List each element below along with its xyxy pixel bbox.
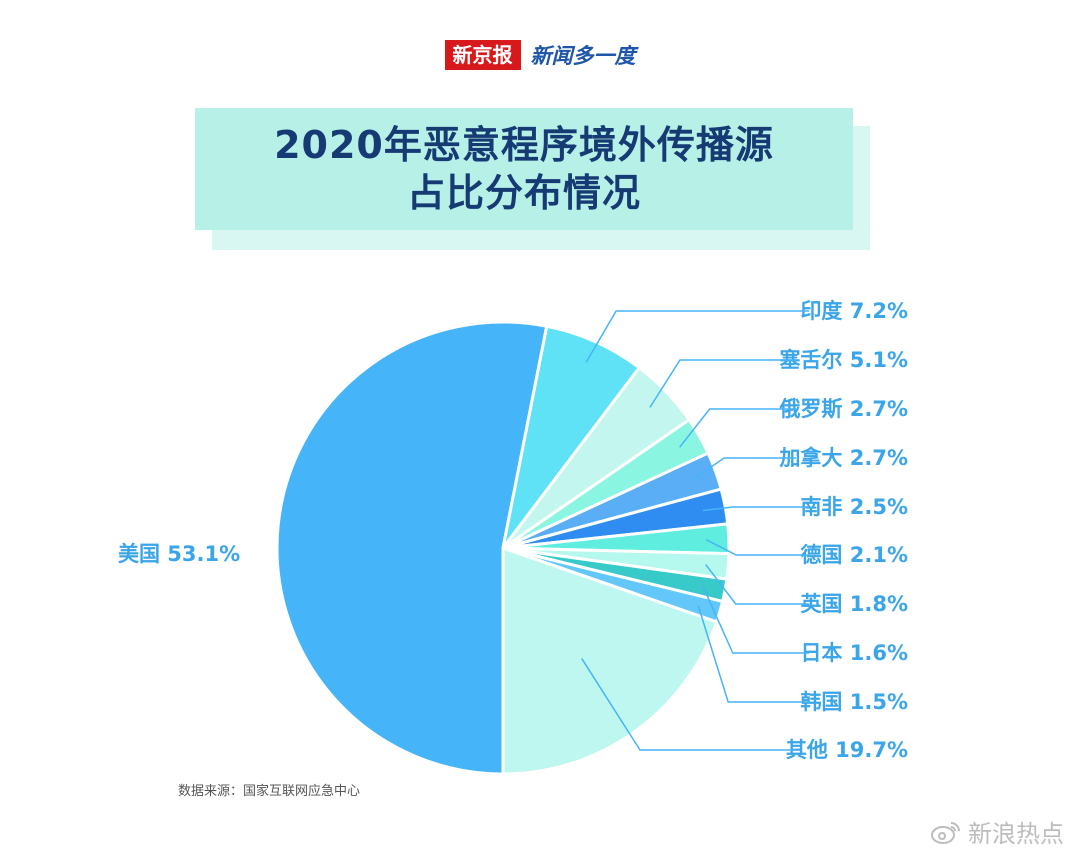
- slice-label-俄罗斯: 俄罗斯 2.7%: [778, 397, 908, 421]
- brand-slogan: 新闻多一度: [530, 44, 636, 68]
- pie-slice-其他: [501, 545, 719, 776]
- newspaper-logo: 新京报: [444, 40, 521, 70]
- slice-label-印度: 印度 7.2%: [800, 299, 908, 323]
- pie-slice-印度: [501, 324, 642, 549]
- weibo-watermark: 新浪热点: [930, 814, 1064, 849]
- slice-label-其他: 其他 19.7%: [786, 738, 908, 762]
- slice-label-加拿大: 加拿大 2.7%: [778, 446, 908, 470]
- leader-line-南非: [702, 506, 809, 512]
- brand-header: 新京报 新闻多一度: [0, 40, 1080, 70]
- slice-label-南非: 南非 2.5%: [800, 495, 908, 519]
- chart-title-line-2: 占比分布情况: [406, 171, 641, 215]
- slice-label-美国: 美国 53.1%: [118, 542, 240, 566]
- leader-line-其他: [581, 658, 796, 751]
- leader-line-俄罗斯: [679, 408, 796, 448]
- slice-label-英国: 英国 1.8%: [800, 592, 908, 616]
- pie-slice-美国: [275, 320, 549, 776]
- slice-label-德国: 德国 2.1%: [800, 543, 908, 567]
- watermark-text: 新浪热点: [968, 820, 1064, 848]
- slice-label-日本: 日本 1.6%: [800, 641, 908, 665]
- data-source-note: 数据来源：国家互联网应急中心: [178, 784, 361, 799]
- leader-line-德国: [705, 539, 809, 556]
- slice-label-韩国: 韩国 1.5%: [800, 690, 908, 714]
- chart-title-line-1: 2020年恶意程序境外传播源: [274, 123, 774, 167]
- leader-line-日本: [702, 585, 809, 654]
- leader-line-韩国: [697, 605, 809, 703]
- leader-line-英国: [705, 564, 809, 605]
- leader-line-加拿大: [693, 457, 796, 480]
- title-box: 2020年恶意程序境外传播源 占比分布情况: [195, 108, 853, 230]
- slice-label-塞舌尔: 塞舌尔 5.1%: [779, 348, 908, 372]
- leader-line-印度: [585, 310, 809, 363]
- weibo-icon: [931, 821, 960, 844]
- leader-line-塞舌尔: [649, 359, 796, 408]
